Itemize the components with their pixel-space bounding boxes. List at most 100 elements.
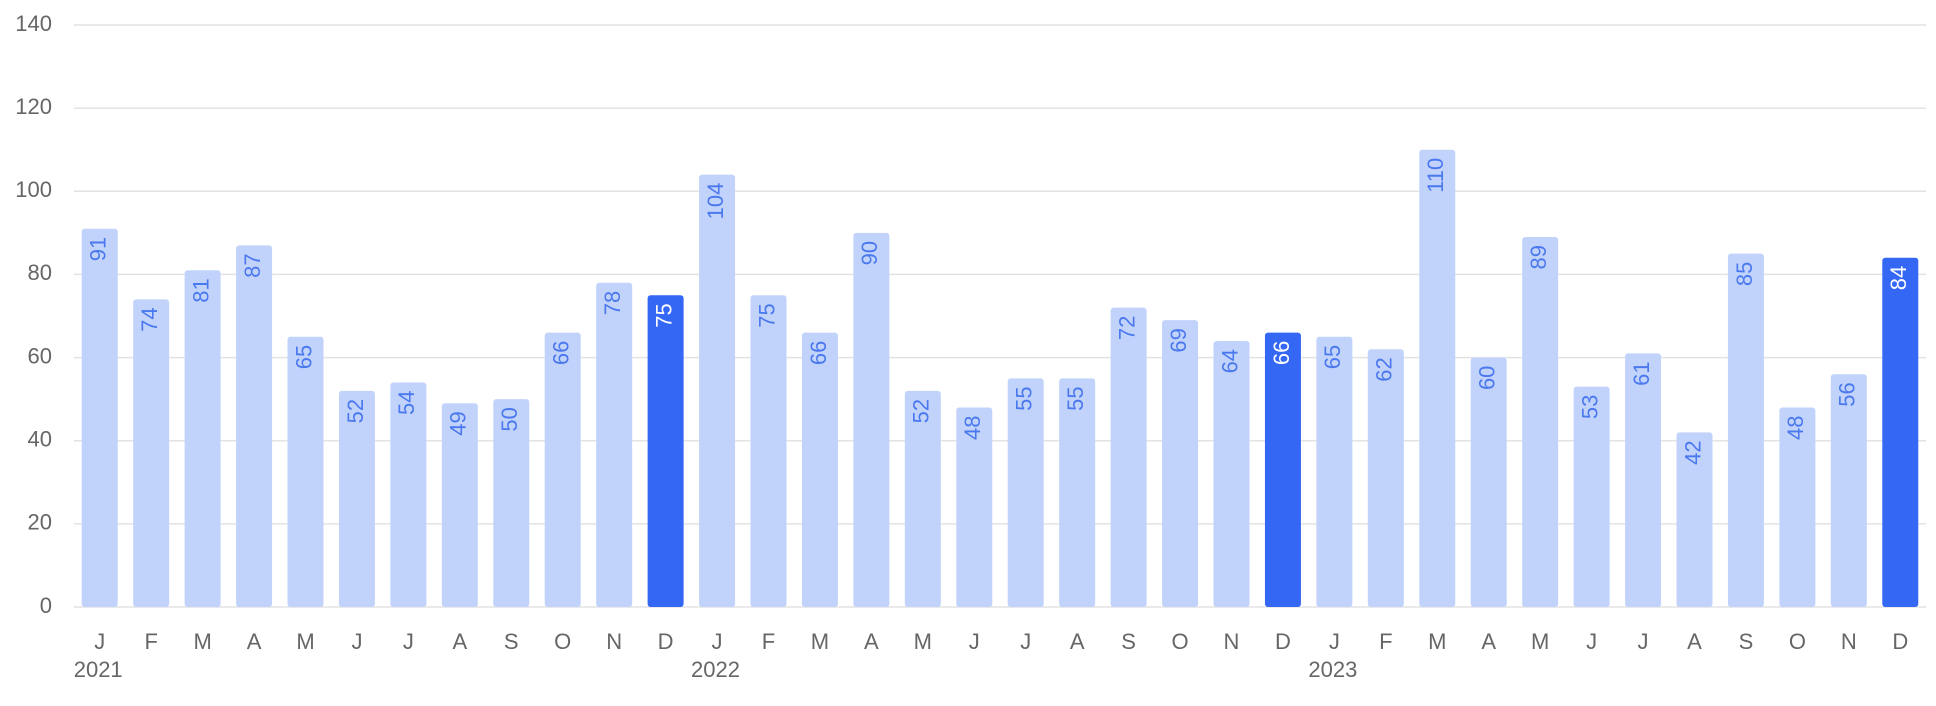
- x-tick-label: M: [1428, 629, 1446, 654]
- year-label: 2023: [1308, 657, 1357, 682]
- bar: [699, 174, 736, 607]
- bar: [1059, 378, 1096, 607]
- bar: [1316, 336, 1353, 607]
- bar: [1882, 257, 1919, 607]
- bar: [236, 245, 273, 608]
- bar: [81, 228, 118, 607]
- x-tick-label: A: [1070, 629, 1085, 654]
- value-label: 55: [1063, 386, 1088, 410]
- value-label: 110: [1423, 158, 1448, 193]
- y-tick-label: 0: [40, 593, 52, 618]
- value-label: 65: [1320, 345, 1345, 369]
- y-tick-label: 140: [15, 11, 52, 36]
- x-tick-label: F: [762, 629, 775, 654]
- value-label: 48: [1783, 415, 1808, 439]
- x-tick-label: J: [351, 629, 362, 654]
- bar: [1007, 378, 1044, 607]
- x-tick-label: J: [94, 629, 105, 654]
- value-label: 74: [137, 307, 162, 331]
- value-label: 50: [497, 407, 522, 431]
- bar: [956, 407, 993, 607]
- bar: [1727, 253, 1764, 607]
- x-tick-label: M: [811, 629, 829, 654]
- value-label: 89: [1526, 245, 1551, 269]
- value-label: 48: [960, 415, 985, 439]
- x-tick-label: S: [1121, 629, 1136, 654]
- x-tick-label: O: [1789, 629, 1806, 654]
- x-tick-label: J: [969, 629, 980, 654]
- value-label: 66: [549, 341, 574, 365]
- value-label: 78: [600, 291, 625, 315]
- y-tick-label: 100: [15, 177, 52, 202]
- x-tick-label: M: [193, 629, 211, 654]
- x-tick-label: J: [712, 629, 723, 654]
- x-tick-label: S: [504, 629, 519, 654]
- x-tick-label: J: [1329, 629, 1340, 654]
- value-label: 75: [651, 303, 676, 327]
- bar: [544, 332, 581, 607]
- value-label: 66: [1269, 341, 1294, 365]
- value-label: 72: [1114, 316, 1139, 340]
- x-tick-label: F: [144, 629, 157, 654]
- bar: [1573, 386, 1610, 607]
- value-label: 81: [188, 278, 213, 302]
- value-label: 55: [1012, 386, 1037, 410]
- bar: [1110, 307, 1147, 607]
- bar: [133, 299, 170, 607]
- x-tick-label: J: [1020, 629, 1031, 654]
- x-tick-label: A: [1481, 629, 1496, 654]
- bar: [1162, 320, 1199, 607]
- x-tick-label: M: [914, 629, 932, 654]
- value-label: 84: [1886, 266, 1911, 290]
- bar: [1779, 407, 1816, 607]
- x-tick-label: D: [1275, 629, 1291, 654]
- y-tick-label: 60: [28, 343, 52, 368]
- bar: [390, 382, 427, 607]
- x-tick-label: A: [247, 629, 262, 654]
- bar: [1264, 332, 1301, 607]
- value-label: 53: [1577, 395, 1602, 419]
- value-label: 64: [1217, 349, 1242, 373]
- value-label: 90: [857, 241, 882, 265]
- bar: [1213, 340, 1250, 607]
- y-tick-label: 80: [28, 260, 52, 285]
- bar: [287, 336, 324, 607]
- bar: [441, 403, 478, 607]
- value-label: 62: [1372, 357, 1397, 381]
- value-label: 52: [909, 399, 934, 423]
- value-label: 69: [1166, 328, 1191, 352]
- value-label: 75: [754, 303, 779, 327]
- x-tick-label: N: [606, 629, 622, 654]
- value-label: 66: [806, 341, 831, 365]
- year-label: 2022: [691, 657, 740, 682]
- bar: [1830, 374, 1867, 607]
- bar: [1676, 432, 1713, 607]
- value-label: 52: [343, 399, 368, 423]
- x-tick-label: A: [452, 629, 467, 654]
- value-label: 104: [703, 183, 728, 220]
- x-tick-label: D: [1892, 629, 1908, 654]
- year-label: 2021: [74, 657, 123, 682]
- value-label: 54: [394, 391, 419, 415]
- y-tick-label: 120: [15, 94, 52, 119]
- value-label: 49: [446, 411, 471, 435]
- x-tick-label: J: [1586, 629, 1597, 654]
- x-tick-label: O: [554, 629, 571, 654]
- bar: [904, 390, 941, 607]
- value-label: 65: [291, 345, 316, 369]
- bar: [853, 232, 890, 607]
- bar: [1419, 149, 1456, 607]
- bar: [801, 332, 838, 607]
- x-tick-label: D: [658, 629, 674, 654]
- bar: [596, 282, 633, 607]
- x-tick-label: N: [1841, 629, 1857, 654]
- bar: [1625, 353, 1662, 607]
- x-tick-label: A: [1687, 629, 1702, 654]
- value-label: 42: [1680, 440, 1705, 464]
- y-tick-label: 40: [28, 427, 52, 452]
- bar: [493, 399, 530, 607]
- x-tick-label: A: [864, 629, 879, 654]
- x-tick-label: M: [296, 629, 314, 654]
- x-tick-label: N: [1224, 629, 1240, 654]
